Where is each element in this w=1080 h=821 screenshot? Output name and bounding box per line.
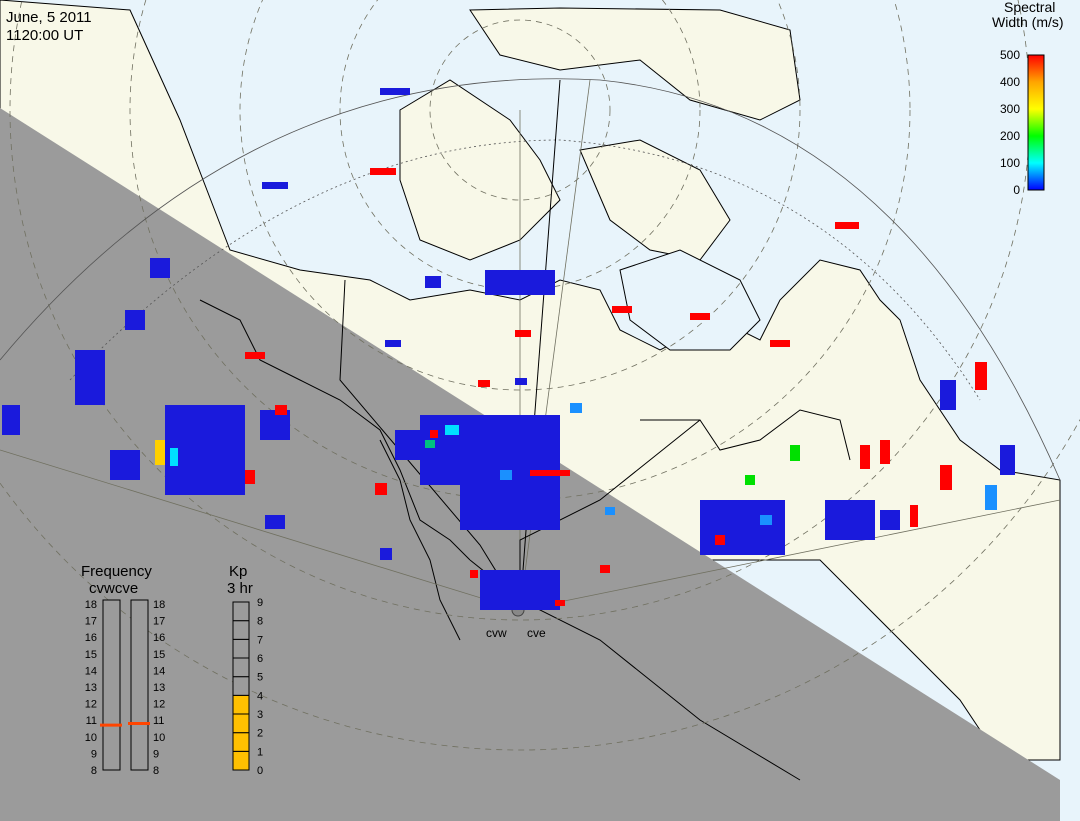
frequency-tick-left: 16	[85, 632, 97, 644]
frequency-title: Frequency	[81, 563, 152, 580]
frequency-tick-left: 12	[85, 699, 97, 711]
kp-level-cell	[232, 676, 250, 696]
frequency-tick-left: 14	[85, 665, 97, 677]
radar-label-cvw: cvw	[486, 626, 507, 640]
kp-tick-label: 3	[257, 709, 263, 721]
frequency-tick-left: 17	[85, 616, 97, 628]
kp-level-cell	[232, 638, 250, 659]
frequency-tick-right: 17	[153, 616, 165, 628]
frequency-tick-right: 8	[153, 765, 159, 777]
hudson-bay	[619, 249, 761, 351]
kp-tick-label: 0	[257, 765, 263, 777]
frequency-tick-left: 8	[91, 765, 97, 777]
kp-tick-label: 1	[257, 746, 263, 758]
date-label: June, 5 2011	[6, 9, 92, 26]
kp-tick-label: 8	[257, 616, 263, 628]
colorbar-tick-label: 100	[1000, 156, 1020, 170]
kp-level-cell	[232, 620, 250, 640]
frequency-tick-left: 13	[85, 682, 97, 694]
frequency-tick-right: 11	[153, 715, 164, 727]
echo-cells	[2, 88, 1015, 610]
frequency-tick-left: 10	[85, 732, 97, 744]
colorbar-tick-label: 200	[1000, 129, 1020, 143]
kp-tick-label: 2	[257, 728, 263, 740]
time-label: 1120:00 UT	[6, 27, 83, 44]
frequency-bar-cve	[130, 599, 149, 771]
greenland-land	[469, 7, 801, 121]
kp-level-cell	[232, 732, 250, 752]
colorbar-tick-label: 400	[1000, 75, 1020, 89]
colorbar-tick-label: 500	[1000, 48, 1020, 62]
kp-subtitle: 3 hr	[227, 580, 253, 597]
colorbar-gradient	[1027, 54, 1045, 191]
frequency-tick-right: 14	[153, 665, 165, 677]
frequency-tick-right: 13	[153, 682, 165, 694]
frequency-tick-right: 16	[153, 632, 165, 644]
kp-level-cell	[232, 601, 250, 622]
kp-tick-label: 6	[257, 653, 263, 665]
frequency-panel: Frequency cvwcve 18 18 17 17 16 16 15 15 14 14 13 1…	[81, 563, 165, 777]
colorbar-tick-label: 0	[1013, 183, 1020, 197]
radar-label-cve: cve	[527, 626, 546, 640]
frequency-tick-right: 9	[153, 748, 159, 760]
colorbar: Spectral Width (m/s) 500 400 300 200 100 0	[992, 0, 1064, 197]
colorbar-title-line2: Width (m/s)	[992, 14, 1064, 30]
kp-level-cell	[232, 713, 250, 734]
colorbar-tick-label: 300	[1000, 102, 1020, 116]
kp-tick-label: 7	[257, 634, 263, 646]
frequency-tick-right: 10	[153, 732, 165, 744]
kp-tick-label: 4	[257, 690, 263, 702]
baffin-island	[579, 139, 731, 261]
frequency-tick-left: 18	[85, 599, 97, 611]
frequency-bar-cvw	[102, 599, 121, 771]
frequency-tick-left: 9	[91, 748, 97, 760]
kp-panel: Kp 3 hr 9 8 7 6 5 4 3 2 1 0	[227, 563, 263, 777]
kp-level-cell	[232, 750, 250, 771]
kp-tick-label: 9	[257, 597, 263, 609]
colorbar-title-line1: Spectral	[1004, 0, 1055, 15]
frequency-tick-right: 12	[153, 699, 165, 711]
frequency-subtitle: cvwcve	[89, 580, 138, 597]
frequency-tick-left: 11	[86, 715, 97, 727]
kp-title: Kp	[229, 563, 247, 580]
frequency-tick-left: 15	[85, 649, 97, 661]
frequency-tick-right: 18	[153, 599, 165, 611]
kp-tick-label: 5	[257, 672, 263, 684]
kp-level-cell	[232, 694, 250, 715]
frequency-tick-right: 15	[153, 649, 165, 661]
kp-level-cell	[232, 657, 250, 678]
